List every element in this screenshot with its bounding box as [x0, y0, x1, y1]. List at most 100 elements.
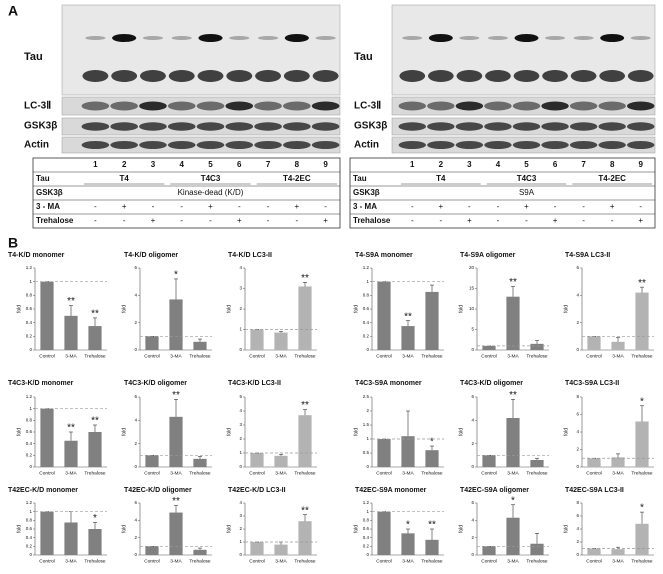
- x-tick-label: Control: [144, 470, 159, 476]
- band: [512, 101, 541, 111]
- x-tick-label: Trehalose: [421, 353, 442, 359]
- y-tick-label: 0.6: [26, 306, 33, 311]
- band: [427, 122, 455, 131]
- y-tick-label: 1: [29, 406, 32, 411]
- gsk-value: S9A: [519, 188, 535, 197]
- bar: [145, 336, 159, 350]
- band: [598, 101, 626, 111]
- x-tick-label: Control: [249, 558, 264, 564]
- bar: [274, 544, 288, 555]
- x-tick-label: Trehalose: [189, 353, 210, 359]
- blot-label: Tau: [354, 51, 373, 63]
- group-label: T4C3: [517, 174, 537, 183]
- chart-title: T42EC-K/D oligomer: [124, 487, 192, 494]
- treatment-sign: -: [94, 216, 97, 225]
- y-tick-label: 6: [134, 500, 137, 505]
- y-tick-label: 0.8: [363, 518, 370, 523]
- x-tick-label: Control: [144, 353, 159, 359]
- x-tick-label: 3-MA: [275, 353, 287, 359]
- treatment-sign: +: [467, 216, 472, 225]
- y-tick-label: 4: [134, 418, 137, 423]
- significance: **: [172, 496, 180, 507]
- group-label: T4-2EC: [283, 174, 311, 183]
- y-axis-label: fold: [353, 305, 359, 313]
- y-tick-label: 2: [366, 408, 369, 413]
- band: [284, 34, 309, 42]
- significance: **: [404, 311, 412, 322]
- y-tick-label: 0.8: [26, 518, 33, 523]
- band: [82, 70, 109, 82]
- y-tick-label: 15: [469, 286, 475, 291]
- treatment-sign: -: [180, 216, 183, 225]
- bar: [635, 421, 649, 467]
- band: [570, 70, 597, 82]
- y-tick-label: 2: [239, 436, 242, 441]
- bar: [530, 343, 544, 350]
- band: [315, 36, 336, 40]
- bar: [64, 522, 78, 555]
- row-label: Tau: [353, 174, 367, 183]
- chart-title: T42EC-S9A oligomer: [460, 487, 529, 494]
- bar: [401, 436, 415, 467]
- x-tick-label: 3-MA: [612, 353, 624, 359]
- y-tick-label: 0.2: [363, 334, 370, 339]
- y-tick-label: 8: [576, 500, 579, 505]
- lane-number: 7: [266, 160, 271, 169]
- y-axis-label: fold: [226, 305, 232, 313]
- y-axis-label: fold: [353, 525, 359, 533]
- band: [627, 70, 654, 82]
- band: [197, 70, 224, 82]
- significance: **: [638, 278, 646, 289]
- band: [402, 36, 423, 40]
- band: [398, 122, 426, 131]
- bar: [425, 450, 439, 467]
- bar: [88, 529, 102, 555]
- y-tick-label: 1: [239, 450, 242, 455]
- chart-title: T4C3-K/D monomer: [8, 380, 74, 387]
- lane-number: 5: [208, 160, 213, 169]
- significance: *: [511, 495, 515, 506]
- band: [81, 122, 110, 131]
- y-tick-label: 5: [471, 327, 474, 332]
- band: [398, 141, 426, 149]
- bar: [40, 281, 54, 350]
- bar: [530, 460, 544, 467]
- band: [513, 70, 540, 82]
- y-tick-label: 2: [471, 535, 474, 540]
- y-tick-label: 0: [471, 552, 474, 557]
- y-tick-label: 6: [471, 500, 474, 505]
- chart-title: T4-S9A oligomer: [460, 252, 516, 259]
- chart-title: T42EC-S9A LC3-II: [565, 487, 624, 494]
- chart-title: T4C3-K/D LC3-II: [228, 380, 281, 387]
- x-tick-label: Control: [586, 353, 601, 359]
- bar: [587, 336, 601, 350]
- band: [283, 70, 310, 82]
- band: [569, 141, 598, 149]
- band: [599, 70, 626, 82]
- y-axis-label: fold: [563, 525, 569, 533]
- band: [512, 141, 541, 149]
- band: [514, 34, 539, 42]
- x-tick-label: Trehalose: [294, 558, 315, 564]
- y-tick-label: 0: [29, 552, 32, 557]
- blot-label: LC-3Ⅱ: [354, 101, 381, 112]
- y-tick-label: 2: [134, 441, 137, 446]
- y-tick-label: 0: [366, 464, 369, 469]
- y-tick-label: 0: [239, 464, 242, 469]
- y-tick-label: 1: [29, 509, 32, 514]
- significance: **: [301, 505, 309, 516]
- significance: **: [301, 400, 309, 411]
- treatment-sign: -: [611, 216, 614, 225]
- y-tick-label: 0.2: [26, 334, 33, 339]
- bar: [169, 512, 183, 555]
- chart-title: T4-K/D LC3-II: [228, 252, 272, 259]
- bar: [506, 296, 520, 350]
- band: [598, 122, 626, 131]
- bar: [193, 549, 207, 555]
- significance: *: [174, 270, 178, 281]
- y-tick-label: 0.2: [26, 453, 33, 458]
- bar: [40, 408, 54, 467]
- blot-label: GSK3β: [354, 121, 387, 132]
- lane-number: 3: [151, 160, 156, 169]
